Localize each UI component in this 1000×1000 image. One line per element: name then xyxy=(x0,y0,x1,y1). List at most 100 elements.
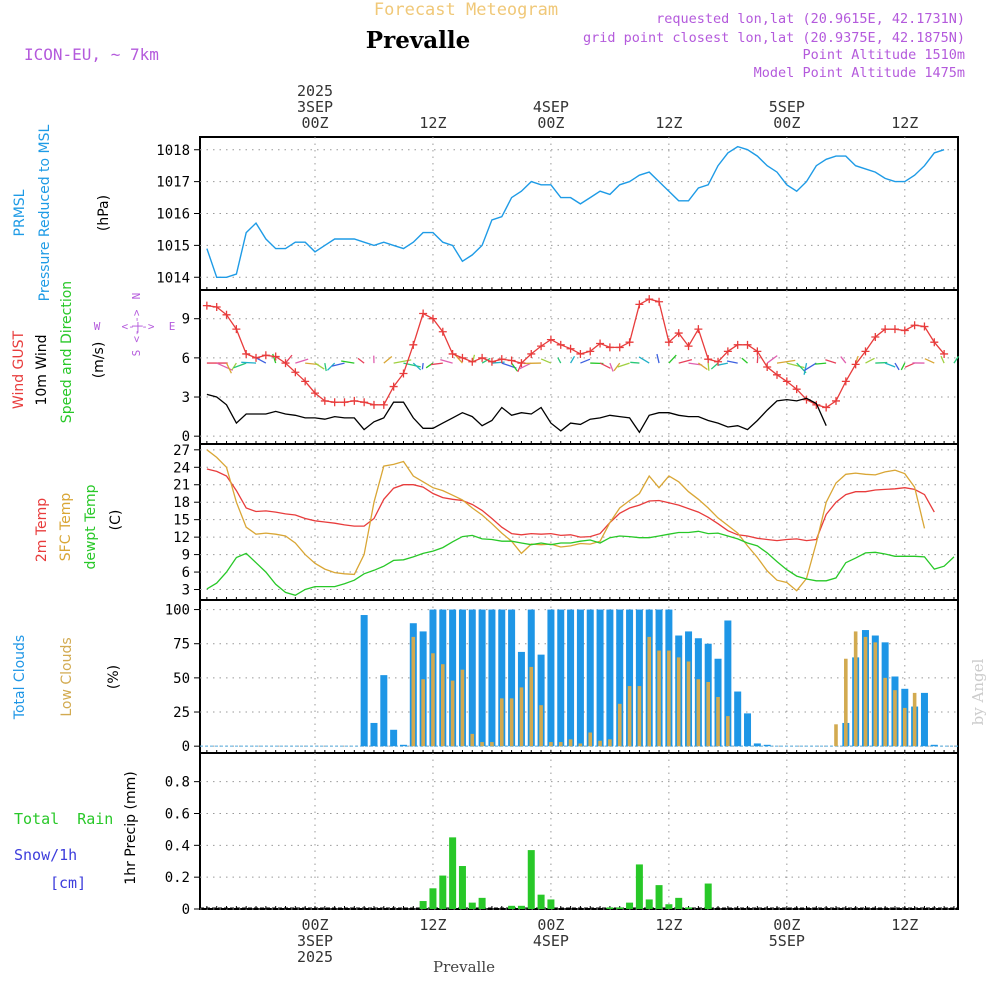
precip-ytick-label: 0.2 xyxy=(165,870,190,886)
wind-arrow xyxy=(225,362,232,374)
wind-arrow xyxy=(668,354,677,364)
low-cloud-bar xyxy=(637,686,642,747)
wind-arrow xyxy=(803,362,817,372)
low-cloud-bar xyxy=(617,703,622,747)
temperature-unit: (C) xyxy=(108,510,124,531)
bottom-time-label: 00Z xyxy=(301,916,328,934)
compass-s: S xyxy=(130,350,143,357)
bottom-time-label: 12Z xyxy=(891,916,918,934)
total-cloud-bar xyxy=(567,609,575,747)
gust-marker xyxy=(360,398,369,407)
temperature-ytick-label: 3 xyxy=(182,583,190,599)
snow-label: Snow/1h xyxy=(14,846,77,864)
wind-arrow xyxy=(875,361,888,364)
total-cloud-bar xyxy=(498,609,506,747)
pressure-ytick-label: 1018 xyxy=(156,143,190,159)
top-time-label: 00Z xyxy=(773,114,800,132)
low-cloud-bar xyxy=(411,636,416,747)
temperature-ytick-label: 24 xyxy=(173,460,190,476)
wind-arrow xyxy=(940,355,945,364)
total-cloud-bar xyxy=(537,654,545,747)
wind-arrow xyxy=(803,362,808,375)
top-time-label: 12Z xyxy=(655,114,682,132)
clouds-ytick-label: 25 xyxy=(173,705,190,721)
wind-arrow xyxy=(491,361,505,364)
gust-marker xyxy=(320,396,329,405)
bottom-time-label: 2025 xyxy=(297,948,333,966)
total-cloud-bar xyxy=(635,609,643,747)
precip-unit: 1hr Precip (mm) xyxy=(123,771,139,884)
compass-rose: N S W E <-|-> <-|-> xyxy=(94,293,176,357)
top-time-label: 12Z xyxy=(891,114,918,132)
wind-arrow xyxy=(324,362,327,372)
wind-arrow xyxy=(630,361,640,364)
footer-location: Prevalle xyxy=(433,958,495,976)
gust-marker xyxy=(881,325,890,334)
gust-marker xyxy=(556,340,565,349)
gust-marker xyxy=(537,342,546,351)
total-cloud-bar xyxy=(920,692,928,747)
temperature-ytick-label: 12 xyxy=(173,530,190,546)
total-cloud-bar xyxy=(724,620,732,747)
rain-bar xyxy=(449,837,457,909)
rain-label: Total Rain xyxy=(14,810,113,828)
gust-marker xyxy=(271,352,280,361)
clouds-ytick-label: 75 xyxy=(173,637,190,653)
rain-bar xyxy=(508,905,516,909)
gust-marker xyxy=(252,353,261,362)
gust-marker xyxy=(900,326,909,335)
low-cloud-bar xyxy=(509,698,514,747)
low-cloud-bar xyxy=(421,679,425,747)
low-cloud-bar xyxy=(529,666,534,747)
total-cloud-bar xyxy=(370,722,378,747)
low-cloud-bar xyxy=(667,650,671,747)
gust-marker xyxy=(635,300,644,309)
rain-bar xyxy=(517,905,525,909)
wind-arrow xyxy=(717,362,728,366)
rain-bar xyxy=(429,888,437,909)
rain-bar xyxy=(458,866,466,909)
total-cloud-bar xyxy=(626,609,634,747)
rain-bar xyxy=(606,907,614,909)
wind-arrow xyxy=(357,357,365,364)
gust-marker xyxy=(212,302,221,311)
gust-marker xyxy=(674,329,683,338)
rain-bar xyxy=(527,850,535,909)
wind-arrow xyxy=(425,362,434,369)
low-cloud-bar xyxy=(490,742,494,747)
wind-arrow xyxy=(825,359,837,364)
wind-arrow xyxy=(776,359,796,364)
total-cloud-bar xyxy=(547,609,555,747)
wind-ytick-label: 9 xyxy=(182,312,190,328)
bottom-time-label: 12Z xyxy=(419,916,446,934)
total-cloud-bar xyxy=(390,729,398,747)
wind-arrow xyxy=(231,362,237,371)
wind-labels: Wind GUST 10m Wind Speed and Direction (… xyxy=(11,281,107,423)
rain-bar xyxy=(655,885,663,909)
pressure-label-1: PRMSL xyxy=(12,189,28,236)
gust-marker xyxy=(890,325,899,334)
low-cloud-bar xyxy=(431,653,435,747)
pressure-label-2: Pressure Reduced to MSL xyxy=(37,124,53,301)
gust-marker xyxy=(350,396,359,405)
top-time-label: 00Z xyxy=(301,114,328,132)
low-cloud-bar xyxy=(716,696,720,747)
low-cloud-bar xyxy=(519,687,524,747)
wind-arrow xyxy=(341,360,355,364)
sfc-temp-line xyxy=(206,449,926,592)
bottom-time-label: 00Z xyxy=(773,916,800,934)
compass-n: N xyxy=(130,293,143,300)
low-clouds-label: Low Clouds xyxy=(59,637,75,716)
rain-bar xyxy=(616,907,624,909)
low-cloud-bar xyxy=(470,733,475,747)
wind-arrow xyxy=(840,356,847,364)
top-time-label: 5SEP xyxy=(769,98,805,116)
wind-arrow xyxy=(609,362,614,372)
low-cloud-bar xyxy=(676,657,681,747)
gust-marker xyxy=(645,295,654,304)
dewpt-line xyxy=(206,530,955,597)
gust-marker xyxy=(448,349,457,358)
top-time-label: 2025 xyxy=(297,82,333,100)
total-cloud-bar xyxy=(616,609,624,747)
pressure-ytick-label: 1016 xyxy=(156,207,190,223)
